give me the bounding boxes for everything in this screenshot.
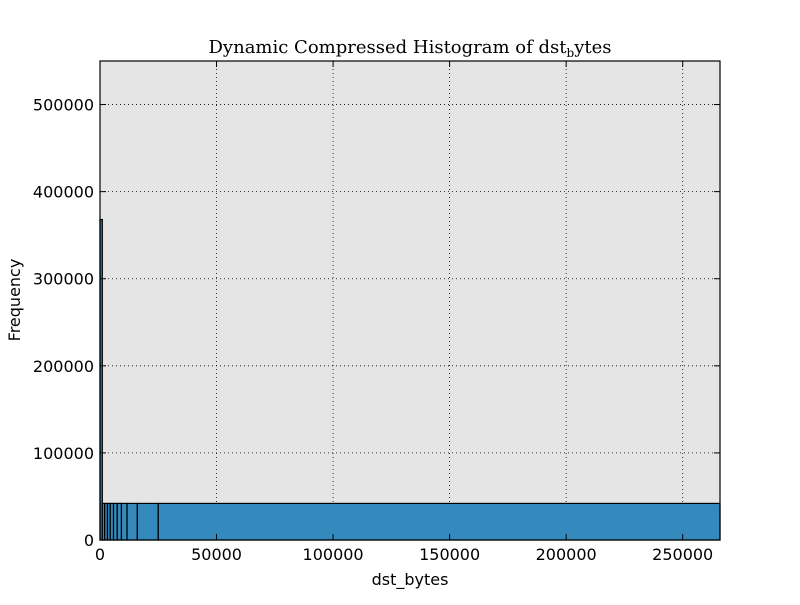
y-tick-label: 100000: [33, 444, 94, 463]
x-tick-label: 100000: [303, 545, 364, 564]
x-tick-label: 150000: [419, 545, 480, 564]
x-axis-label: dst_bytes: [372, 570, 449, 590]
x-tick-label: 50000: [191, 545, 242, 564]
histogram-bar: [157, 502, 721, 541]
x-tick-label: 0: [95, 545, 105, 564]
x-axis-ticks: 0 50000 100000 150000 200000 250000: [95, 61, 713, 564]
x-tick-label: 250000: [652, 545, 713, 564]
histogram-bar: [120, 502, 128, 541]
x-tick-label: 200000: [536, 545, 597, 564]
y-tick-label: 300000: [33, 270, 94, 289]
y-tick-label: 200000: [33, 357, 94, 376]
y-tick-label: 400000: [33, 183, 94, 202]
plot-frame: [99, 60, 721, 541]
chart-title-subscript: b: [567, 46, 575, 60]
y-tick-label: 0: [84, 531, 94, 550]
histogram-bar: [136, 502, 159, 541]
chart-title-tail: ytes: [573, 37, 611, 58]
y-axis-label: Frequency: [5, 259, 24, 342]
histogram-bar: [116, 502, 123, 541]
chart-title-main: Dynamic Compressed Histogram of dst: [209, 37, 568, 58]
y-tick-label: 500000: [33, 96, 94, 115]
chart-title: Dynamic Compressed Histogram of dstbytes: [209, 37, 612, 60]
plot-area: [100, 61, 720, 540]
histogram-bars: [99, 218, 721, 541]
histogram-bar: [126, 502, 138, 541]
y-axis-ticks: 0 100000 200000 300000 400000 500000: [33, 96, 720, 550]
